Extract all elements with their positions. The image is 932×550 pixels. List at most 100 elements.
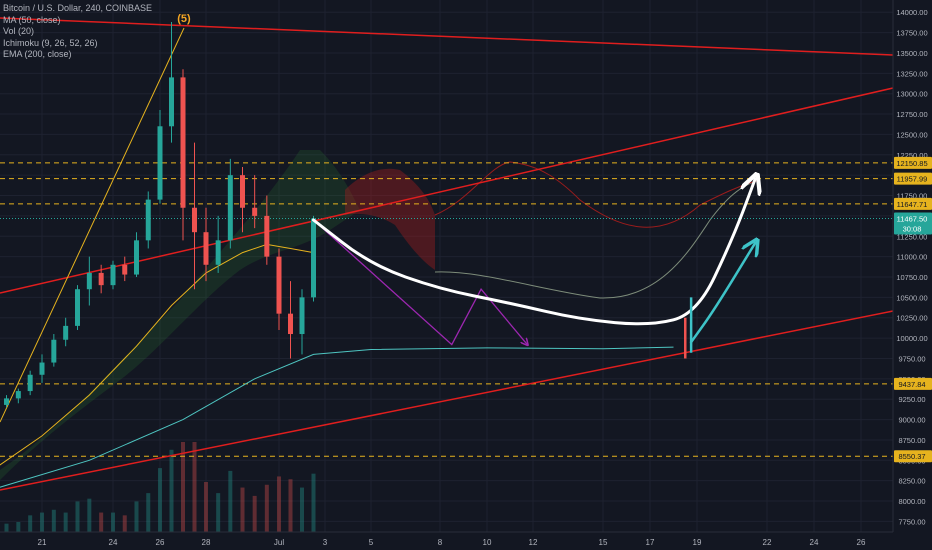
time-tick-label: 12 — [529, 538, 538, 547]
volume-bar — [300, 487, 304, 532]
level-price-label: 9437.84 — [898, 380, 925, 389]
price-tick-label: 11000.00 — [897, 253, 928, 262]
cloud-span-b — [434, 161, 761, 228]
time-tick-label: 10 — [483, 538, 492, 547]
time-tick-label: 15 — [599, 538, 608, 547]
time-tick-label: 3 — [323, 538, 328, 547]
candle-body — [51, 339, 57, 363]
upper-channel-line — [0, 17, 894, 56]
cloud-span-a — [434, 179, 761, 299]
volume-bar — [16, 522, 21, 532]
time-tick-label: 17 — [646, 538, 655, 547]
price-tick-label: 8000.00 — [898, 497, 925, 506]
candle-body — [252, 207, 258, 216]
volume-bar — [204, 482, 208, 532]
fib-rise-line — [0, 27, 185, 423]
volume-bar — [181, 442, 185, 532]
candle-body — [311, 218, 316, 298]
last-price-label: 11467.50 — [897, 215, 928, 224]
price-tick-label: 10000.00 — [896, 334, 927, 343]
price-tick-label: 11750.00 — [897, 192, 928, 201]
level-price-label: 8550.37 — [898, 452, 925, 461]
candle-body — [276, 256, 282, 314]
candle-body — [75, 289, 80, 326]
wave-5-label: (5) — [177, 13, 191, 25]
legend-ichimoku: Ichimoku (9, 26, 52, 26) — [3, 37, 98, 48]
volume-bar — [146, 493, 151, 532]
price-tick-label: 10250.00 — [896, 314, 927, 323]
lower-support-line — [0, 310, 894, 491]
countdown-label: 30:08 — [903, 225, 922, 234]
level-price-tag — [894, 377, 932, 390]
price-tick-label: 13000.00 — [896, 90, 927, 99]
volume-bar — [111, 512, 115, 532]
candle-body — [264, 215, 270, 257]
level-price-tag — [894, 172, 932, 185]
time-tick-label: 26 — [857, 538, 866, 547]
candle-body — [27, 374, 33, 392]
time-tick-label: 24 — [109, 538, 118, 547]
volume-bar — [134, 501, 139, 532]
volume-bar — [28, 515, 33, 532]
time-tick-label: 5 — [369, 538, 374, 547]
volume-bar — [311, 473, 316, 532]
level-price-label: 11957.99 — [897, 175, 928, 184]
price-tick-label: 14000.00 — [896, 8, 927, 17]
price-tick-label: 9750.00 — [898, 354, 925, 363]
legend-vol: Vol (20) — [3, 26, 35, 36]
volume-bar — [63, 512, 68, 532]
level-price-tag — [894, 156, 932, 169]
trendlines — [0, 17, 894, 491]
price-tick-label: 12500.00 — [896, 130, 927, 139]
time-tick-label: 8 — [438, 538, 443, 547]
candle-body — [215, 240, 221, 265]
candle-body — [86, 272, 92, 290]
projection-drawings — [312, 179, 756, 359]
price-tick-label: 8250.00 — [898, 477, 925, 486]
candle-body — [98, 272, 104, 286]
legend-ma: MA (50, close) — [3, 14, 61, 25]
volume-bar — [252, 495, 257, 532]
volume-bar — [75, 501, 80, 532]
indicator-lines — [0, 243, 674, 488]
volume-bar — [240, 487, 245, 532]
price-tick-label: 9250.00 — [898, 395, 925, 404]
volume-bar — [87, 498, 92, 532]
symbol-title: Bitcoin / U.S. Dollar, 240, COINBASE — [3, 3, 153, 13]
price-tick-label: 12250.00 — [896, 151, 927, 160]
price-tick-label: 12750.00 — [896, 110, 927, 119]
candle-body — [169, 77, 174, 127]
volume-bar — [122, 515, 127, 532]
time-axis[interactable]: 21 24 26 28 Jul 3 5 8 10 12 15 17 19 22 24 26 — [0, 531, 893, 547]
indicator-legend: Bitcoin / U.S. Dollar, 240, COINBASE MA … — [3, 3, 152, 61]
cloud-bullish — [0, 150, 360, 480]
price-tick-label: 7750.00 — [898, 517, 925, 526]
time-tick-label: 28 — [202, 538, 211, 547]
volume-bar — [40, 512, 44, 532]
candle-body — [203, 232, 209, 265]
last-price-tag — [894, 212, 932, 235]
volume-bar — [228, 470, 233, 532]
time-tick-label: 24 — [810, 538, 819, 547]
projection-purple-path — [313, 219, 528, 345]
volume-bar — [216, 493, 221, 532]
level-price-label: 12150.85 — [896, 159, 927, 168]
indicator-line — [0, 243, 314, 466]
volume-bar — [192, 442, 197, 532]
candle-body — [299, 297, 305, 335]
price-tick-label: 8750.00 — [898, 436, 925, 445]
middle-resistance-line — [0, 87, 894, 294]
volume-bar — [264, 484, 269, 532]
cloud-bearish — [345, 168, 435, 270]
volume-bar — [51, 509, 56, 532]
indicator-line — [0, 346, 674, 488]
ichimoku-cloud — [0, 150, 761, 480]
volume-bar — [99, 512, 104, 532]
price-tick-label: 10500.00 — [896, 293, 927, 302]
level-price-tag — [894, 450, 932, 463]
price-axis[interactable]: 7750.008000.008250.008500.008750.009000.… — [892, 0, 932, 550]
volume-bar — [277, 476, 281, 532]
time-tick-label: 22 — [763, 538, 772, 547]
